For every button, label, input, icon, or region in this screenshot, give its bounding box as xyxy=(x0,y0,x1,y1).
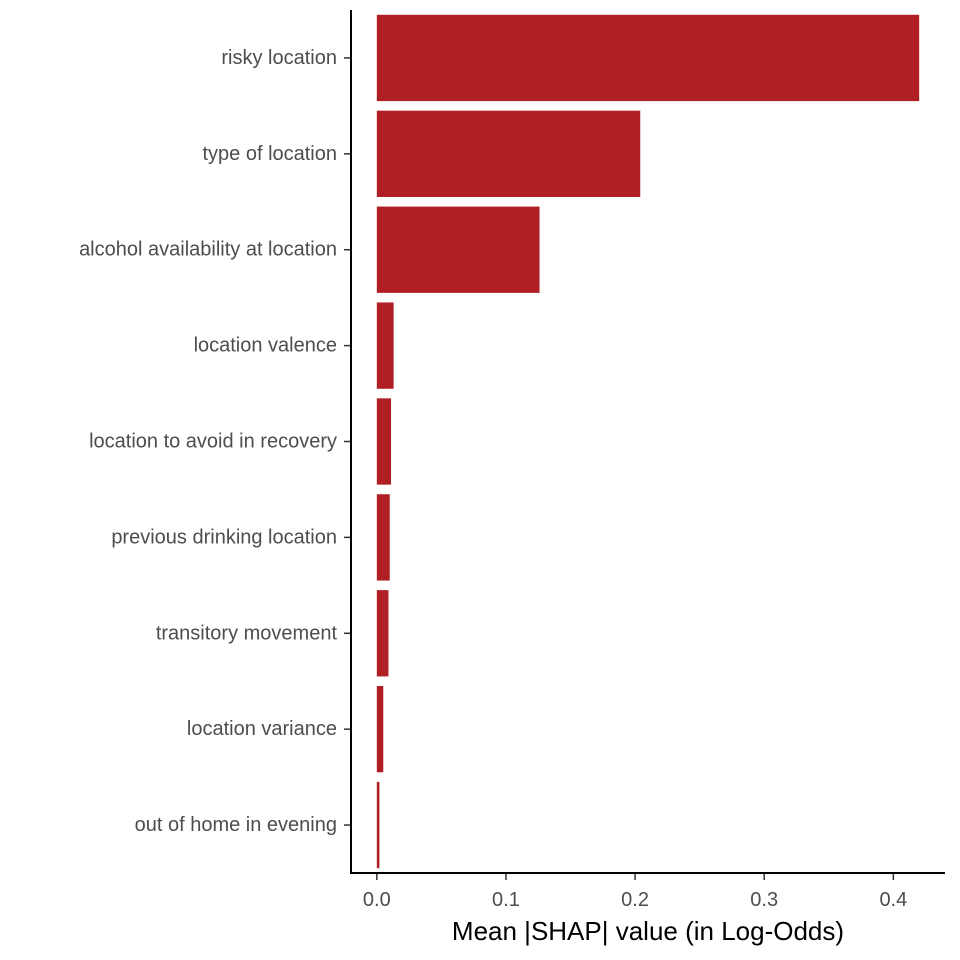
bar-1 xyxy=(376,110,641,197)
y-tick-label: transitory movement xyxy=(156,622,338,644)
x-tick-label: 0.3 xyxy=(750,889,778,911)
y-tick-label: alcohol availability at location xyxy=(79,239,337,261)
y-tick-label: previous drinking location xyxy=(111,526,337,548)
bar-2 xyxy=(376,206,540,293)
x-axis-ticks: 0.0 0.1 0.2 0.3 0.4 xyxy=(363,873,907,911)
y-tick-label: location variance xyxy=(187,718,337,740)
bar-3 xyxy=(376,302,394,389)
y-tick-label: location to avoid in recovery xyxy=(89,431,337,453)
bar-7 xyxy=(376,686,384,773)
x-axis-title: Mean |SHAP| value (in Log-Odds) xyxy=(452,916,844,946)
bar-8 xyxy=(376,781,380,869)
y-tick-label: type of location xyxy=(202,143,337,165)
x-tick-label: 0.1 xyxy=(492,889,520,911)
x-tick-label: 0.4 xyxy=(879,889,907,911)
bar-6 xyxy=(376,590,389,677)
x-tick-label: 0.0 xyxy=(363,889,391,911)
x-tick-label: 0.2 xyxy=(621,889,649,911)
y-tick-label: risky location xyxy=(221,47,337,69)
y-tick-label: location valence xyxy=(194,335,337,357)
y-tick-label: out of home in evening xyxy=(135,814,337,836)
bar-0 xyxy=(376,14,920,102)
bars-layer xyxy=(376,14,920,869)
bar-5 xyxy=(376,494,390,581)
bar-4 xyxy=(376,398,392,485)
y-axis-ticks: risky location type of location alcohol av… xyxy=(79,47,351,836)
